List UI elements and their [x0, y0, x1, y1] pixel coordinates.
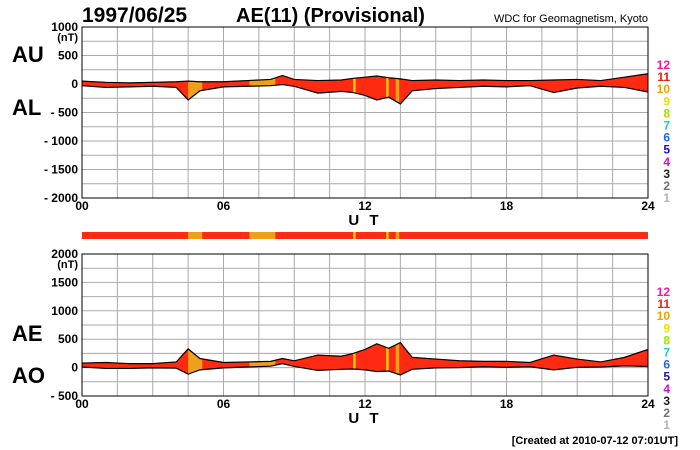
series-label-au: AU [12, 42, 44, 67]
x-axis-label: U T [348, 410, 381, 427]
legend-level-1: 1 [663, 418, 670, 432]
y-tick-label: 1500 [51, 275, 78, 289]
quality-bar-base [82, 232, 648, 239]
date-title: 1997/06/25 [82, 4, 187, 27]
y-tick-label: - 1000 [44, 134, 78, 148]
quality-bar-segment [395, 232, 400, 239]
quality-bar [82, 232, 648, 239]
x-tick-label: 00 [75, 199, 89, 213]
x-axis-label: U T [348, 212, 381, 229]
created-timestamp: [Created at 2010-07-12 07:01UT] [512, 435, 679, 447]
legend-level-9: 9 [663, 321, 670, 335]
quality-bar-segment [353, 232, 356, 239]
x-tick-label: 12 [358, 397, 372, 411]
series-line-au [81, 73, 649, 84]
quality-bar-segment [386, 232, 389, 239]
y-tick-label: - 2000 [44, 191, 78, 205]
legend-level-3: 3 [663, 167, 670, 181]
index-fill-area [82, 73, 648, 104]
x-tick-label: 06 [217, 199, 231, 213]
legend-level-10: 10 [657, 82, 671, 96]
legend-level-10: 10 [657, 309, 671, 323]
legend-level-11: 11 [657, 70, 670, 84]
series-label-ao: AO [12, 363, 45, 388]
quality-highlight-segment [188, 348, 203, 375]
legend-level-5: 5 [663, 370, 670, 384]
series-line-al [81, 83, 649, 105]
y-tick-label: 1000 [51, 304, 78, 318]
legend-level-2: 2 [663, 406, 670, 420]
legend-level-8: 8 [663, 333, 670, 347]
legend-level-11: 11 [657, 297, 670, 311]
y-unit-label: (nT) [57, 32, 78, 44]
series-line-ao [81, 363, 649, 376]
quality-highlight-segment [188, 81, 203, 100]
legend-level-5: 5 [663, 143, 670, 157]
y-tick-label: 500 [58, 332, 78, 346]
legend-level-6: 6 [663, 358, 670, 372]
y-tick-label: - 1500 [44, 163, 78, 177]
legend-level-3: 3 [663, 394, 670, 408]
legend-level-4: 4 [663, 155, 670, 169]
quality-highlight-segment [395, 78, 400, 104]
plot-frame [81, 253, 649, 397]
y-tick-label: 0 [71, 77, 78, 91]
y-tick-label: 0 [71, 361, 78, 375]
legend-level-4: 4 [663, 382, 670, 396]
quality-highlight-segment [386, 347, 389, 372]
x-tick-label: 18 [500, 199, 514, 213]
quality-highlight-segment [353, 78, 356, 94]
au-al-panel: 1000 500 0 - 500 - 1000 - 1500 - 2000 (nT) 00 06 1… [12, 20, 670, 229]
x-tick-label: 24 [641, 397, 655, 411]
quality-bar-segment [188, 232, 203, 239]
quality-bar-segment [249, 232, 276, 239]
series-label-al: AL [12, 95, 41, 120]
y-unit-label: (nT) [57, 259, 78, 271]
legend-level-2: 2 [663, 179, 670, 193]
x-tick-label: 12 [358, 199, 372, 213]
legend-level-12: 12 [657, 58, 671, 72]
series-line-ae [81, 341, 649, 365]
legend-level-7: 7 [663, 346, 670, 360]
legend-level-7: 7 [663, 119, 670, 133]
y-tick-label: - 500 [51, 389, 79, 403]
legend-level-8: 8 [663, 106, 670, 120]
y-tick-label: - 500 [51, 106, 79, 120]
series-label-ae: AE [12, 321, 43, 346]
legend-level-6: 6 [663, 131, 670, 145]
y-tick-label: 1000 [51, 20, 78, 34]
legend-level-12: 12 [657, 285, 671, 299]
quality-highlight-segment [386, 77, 389, 98]
legend-level-9: 9 [663, 94, 670, 108]
y-tick-label: 2000 [51, 247, 78, 261]
x-tick-label: 24 [641, 199, 655, 213]
quality-highlight-segment [395, 343, 400, 375]
index-title: AE(11) (Provisional) [236, 5, 425, 27]
x-tick-label: 00 [75, 397, 89, 411]
credit-text: WDC for Geomagnetism, Kyoto [494, 13, 648, 25]
legend-level-1: 1 [663, 191, 670, 205]
y-tick-label: 500 [58, 49, 78, 63]
x-tick-label: 06 [217, 397, 231, 411]
quality-highlight-segment [353, 352, 356, 370]
plot-frame [81, 26, 649, 199]
x-tick-label: 18 [500, 397, 514, 411]
